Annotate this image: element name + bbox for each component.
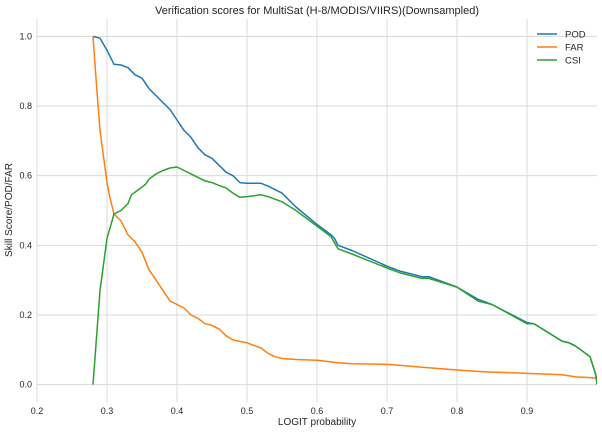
series-lines: [92, 35, 597, 385]
y-axis-label: Skill Score/POD/FAR: [4, 163, 15, 257]
series-line-far: [92, 36, 597, 380]
y-tick-label: 1.0: [19, 31, 32, 41]
legend-label-far: FAR: [565, 43, 584, 54]
series-line-csi: [92, 166, 597, 385]
chart-title: Verification scores for MultiSat (H-8/MO…: [155, 5, 479, 17]
legend: POD FAR CSI: [537, 30, 586, 67]
x-axis-label: LOGIT probability: [278, 417, 356, 428]
x-tick-label: 0.8: [451, 406, 464, 416]
plot-area: [92, 35, 597, 385]
y-tick-label: 0.2: [19, 310, 32, 320]
x-tick-label: 0.2: [31, 406, 44, 416]
x-tick-label: 0.9: [521, 406, 534, 416]
x-tick-label: 0.5: [241, 406, 254, 416]
x-tick-label: 0.3: [101, 406, 114, 416]
x-tick-label: 0.6: [311, 406, 324, 416]
y-tick-label: 0.4: [19, 240, 32, 250]
x-tick-label: 0.4: [171, 406, 184, 416]
tick-labels: 0.2 0.3 0.4 0.5 0.6 0.7 0.8 0.9 0.0 0.2 0.4 0.6 0.8 1…: [19, 31, 533, 416]
y-tick-label: 0.6: [19, 171, 32, 181]
y-tick-label: 0.0: [19, 380, 32, 390]
x-tick-label: 0.7: [381, 406, 394, 416]
y-tick-label: 0.8: [19, 101, 32, 111]
legend-label-csi: CSI: [565, 56, 581, 67]
legend-label-pod: POD: [565, 30, 586, 41]
grid-lines: [36, 19, 597, 402]
